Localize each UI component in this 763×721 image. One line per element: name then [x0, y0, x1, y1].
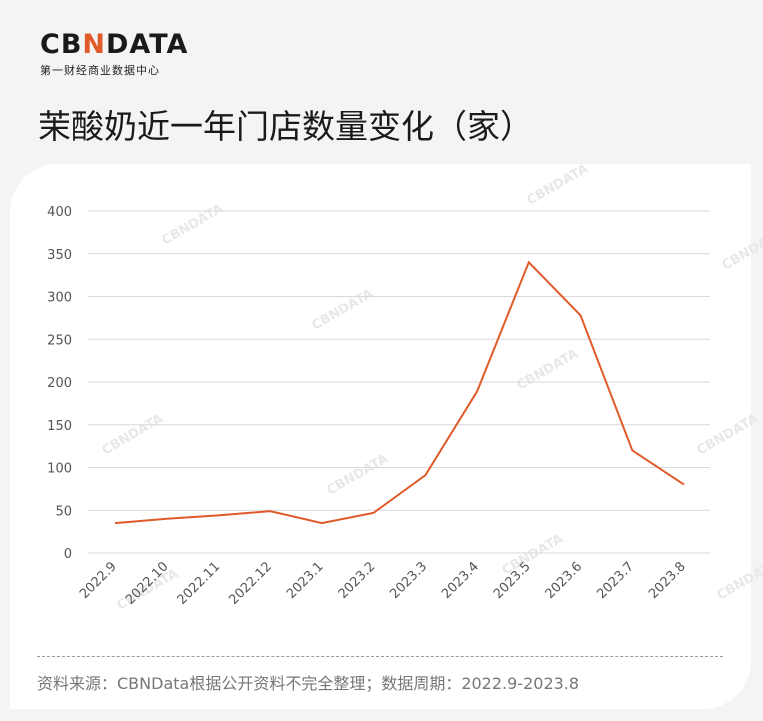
x-tick-label: 2023.2: [336, 559, 379, 602]
y-axis-ticks: 0 50 100 150 200 250 300 350 400: [47, 205, 72, 562]
x-tick-label: 2023.6: [543, 559, 586, 602]
source-note: 资料来源：CBNData根据公开资料不完全整理；数据周期：2022.9-2023…: [37, 674, 580, 693]
watermark: CBNDATA: [715, 556, 763, 603]
watermark: CBNDATA: [515, 346, 581, 393]
y-tick-label: 100: [47, 462, 72, 477]
series-line: [114, 260, 685, 525]
x-tick-label: 2022.11: [175, 559, 224, 608]
watermark: CBNDATA: [100, 411, 166, 458]
y-tick-label: 400: [47, 205, 72, 220]
watermark: CBNDATA: [720, 226, 763, 273]
watermark: CBNDATA: [160, 201, 226, 248]
watermark: CBNDATA: [325, 451, 391, 498]
y-tick-label: 150: [47, 419, 72, 434]
y-tick-label: 200: [47, 376, 72, 391]
chart-title: 茉酸奶近一年门店数量变化（家）: [38, 107, 533, 146]
x-tick-label: 2022.9: [77, 559, 120, 602]
x-tick-label: 2023.1: [284, 559, 327, 602]
divider: [37, 656, 723, 657]
x-tick-label: 2022.12: [226, 559, 275, 608]
y-tick-label: 300: [47, 291, 72, 306]
x-tick-label: 2023.4: [439, 559, 482, 602]
y-tick-label: 250: [47, 333, 72, 348]
y-tick-label: 50: [55, 504, 72, 519]
x-tick-label: 2023.8: [646, 559, 689, 602]
x-tick-label: 2023.7: [594, 559, 637, 602]
watermark: CBNDATA: [525, 161, 591, 208]
gridlines: [88, 210, 710, 554]
x-tick-label: 2023.3: [387, 559, 430, 602]
logo: CBNDATA 第一财经商业数据中心: [40, 30, 188, 78]
watermarks: CBNDATA CBNDATA CBNDATA CBNDATA CBNDATA CBNDA…: [100, 161, 763, 613]
y-tick-label: 0: [64, 547, 72, 562]
y-tick-label: 350: [47, 248, 72, 263]
watermark: CBNDATA: [695, 411, 761, 458]
watermark: CBNDATA: [310, 286, 376, 333]
logo-wordmark: CBNDATA: [40, 29, 189, 60]
logo-tagline: 第一财经商业数据中心: [40, 64, 160, 77]
